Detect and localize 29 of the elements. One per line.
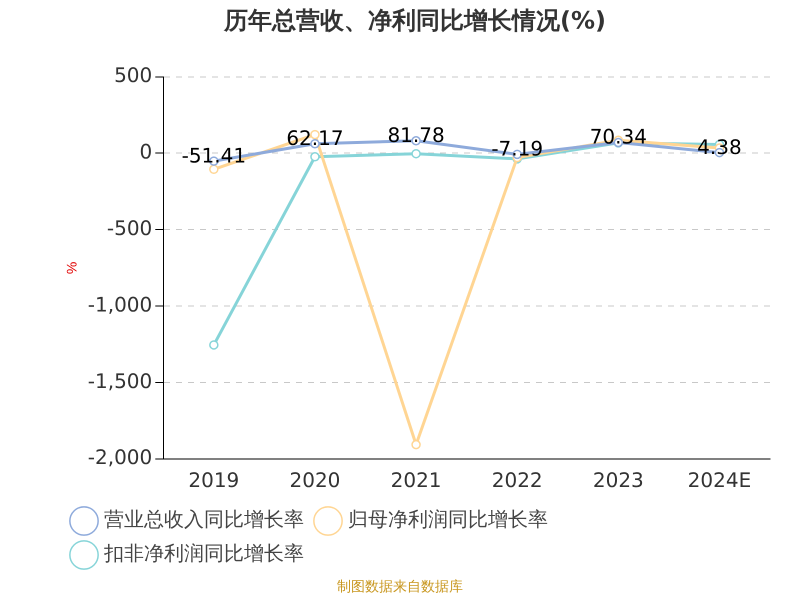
y-tick-label: -500 — [106, 216, 152, 240]
legend-label: 营业总收入同比增长率 — [104, 507, 304, 532]
x-tick-label: 2023 — [592, 468, 644, 492]
y-tick-label: 0 — [140, 139, 152, 164]
point — [310, 152, 320, 162]
y-tick-label: 500 — [114, 63, 152, 88]
legend-label: 扣非净利润同比增长率 — [103, 541, 304, 566]
data-label: -7.19 — [491, 136, 544, 161]
data-label: 62.17 — [286, 126, 344, 150]
point — [209, 164, 219, 174]
y-axis-title: % — [63, 262, 80, 274]
text: 制图数据来自数据库 — [336, 578, 464, 596]
data-label: 81.78 — [387, 122, 445, 147]
x-tick-label: 2020 — [290, 468, 340, 492]
data-label: -51.41 — [182, 143, 246, 168]
x-tick-label: 2022 — [492, 468, 543, 492]
chart-title: 历年总营收、净利同比增长情况(%) — [223, 6, 606, 35]
legend-label: 归母净利润同比增长率 — [348, 507, 548, 532]
x-tick-label: 2021 — [390, 468, 442, 492]
point — [411, 440, 421, 450]
x-tick-label: 2024E — [688, 468, 752, 492]
x-tick-label: 2019 — [188, 468, 240, 492]
y-tick-label: -1,000 — [88, 292, 152, 316]
y-tick-label: -1,500 — [88, 368, 152, 393]
point — [209, 340, 219, 350]
data-label: 4.38 — [697, 134, 742, 159]
data-label: 70.34 — [590, 124, 647, 149]
point — [411, 148, 421, 158]
y-tick-label: -2,000 — [88, 445, 152, 470]
